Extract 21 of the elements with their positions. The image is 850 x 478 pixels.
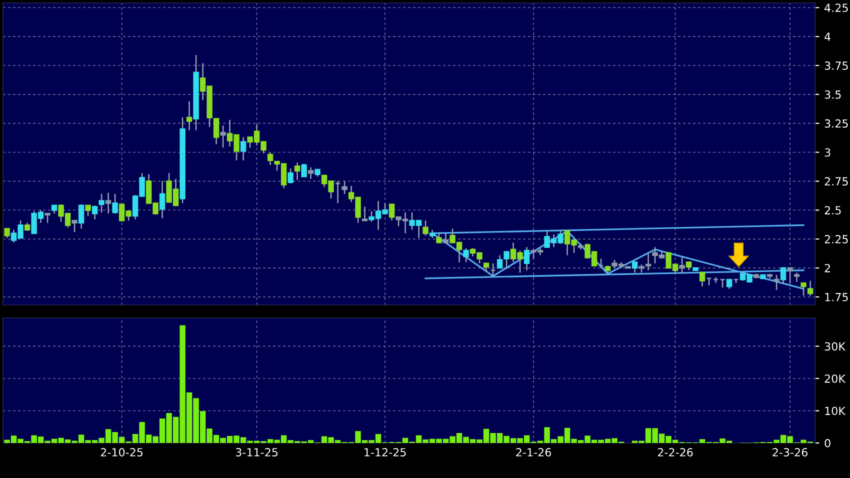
y-tick-label: 3.5 (824, 90, 841, 99)
y-tick-label: 4.25 (824, 4, 848, 12)
y-tick-label: 1.75 (825, 293, 848, 302)
x-tick-label: 3-11-25 (236, 448, 278, 456)
x-tick-label: 2-10-25 (100, 448, 143, 456)
y-tick-label: 2.25 (824, 235, 848, 244)
x-tick-label: 2-2-26 (658, 448, 693, 456)
y-tick-label: 2.5 (824, 206, 841, 214)
y-tick-label: 3 (824, 148, 830, 157)
x-tick-label: 1-12-25 (364, 448, 406, 456)
y-tick-label: 0 (824, 438, 830, 448)
y-tick-label: 3.75 (824, 61, 848, 70)
y-tick-label: 3.25 (824, 119, 848, 128)
y-tick-label: 10K (825, 406, 846, 416)
y-tick-label: 20K (824, 374, 846, 383)
y-tick-label: 2 (824, 264, 830, 272)
x-tick-label: 2-3-26 (772, 448, 808, 456)
y-tick-label: 2.75 (824, 177, 848, 186)
x-tick-label: 2-1-26 (516, 448, 551, 456)
y-tick-label: 30K (824, 342, 846, 351)
y-tick-label: 4 (824, 32, 830, 41)
